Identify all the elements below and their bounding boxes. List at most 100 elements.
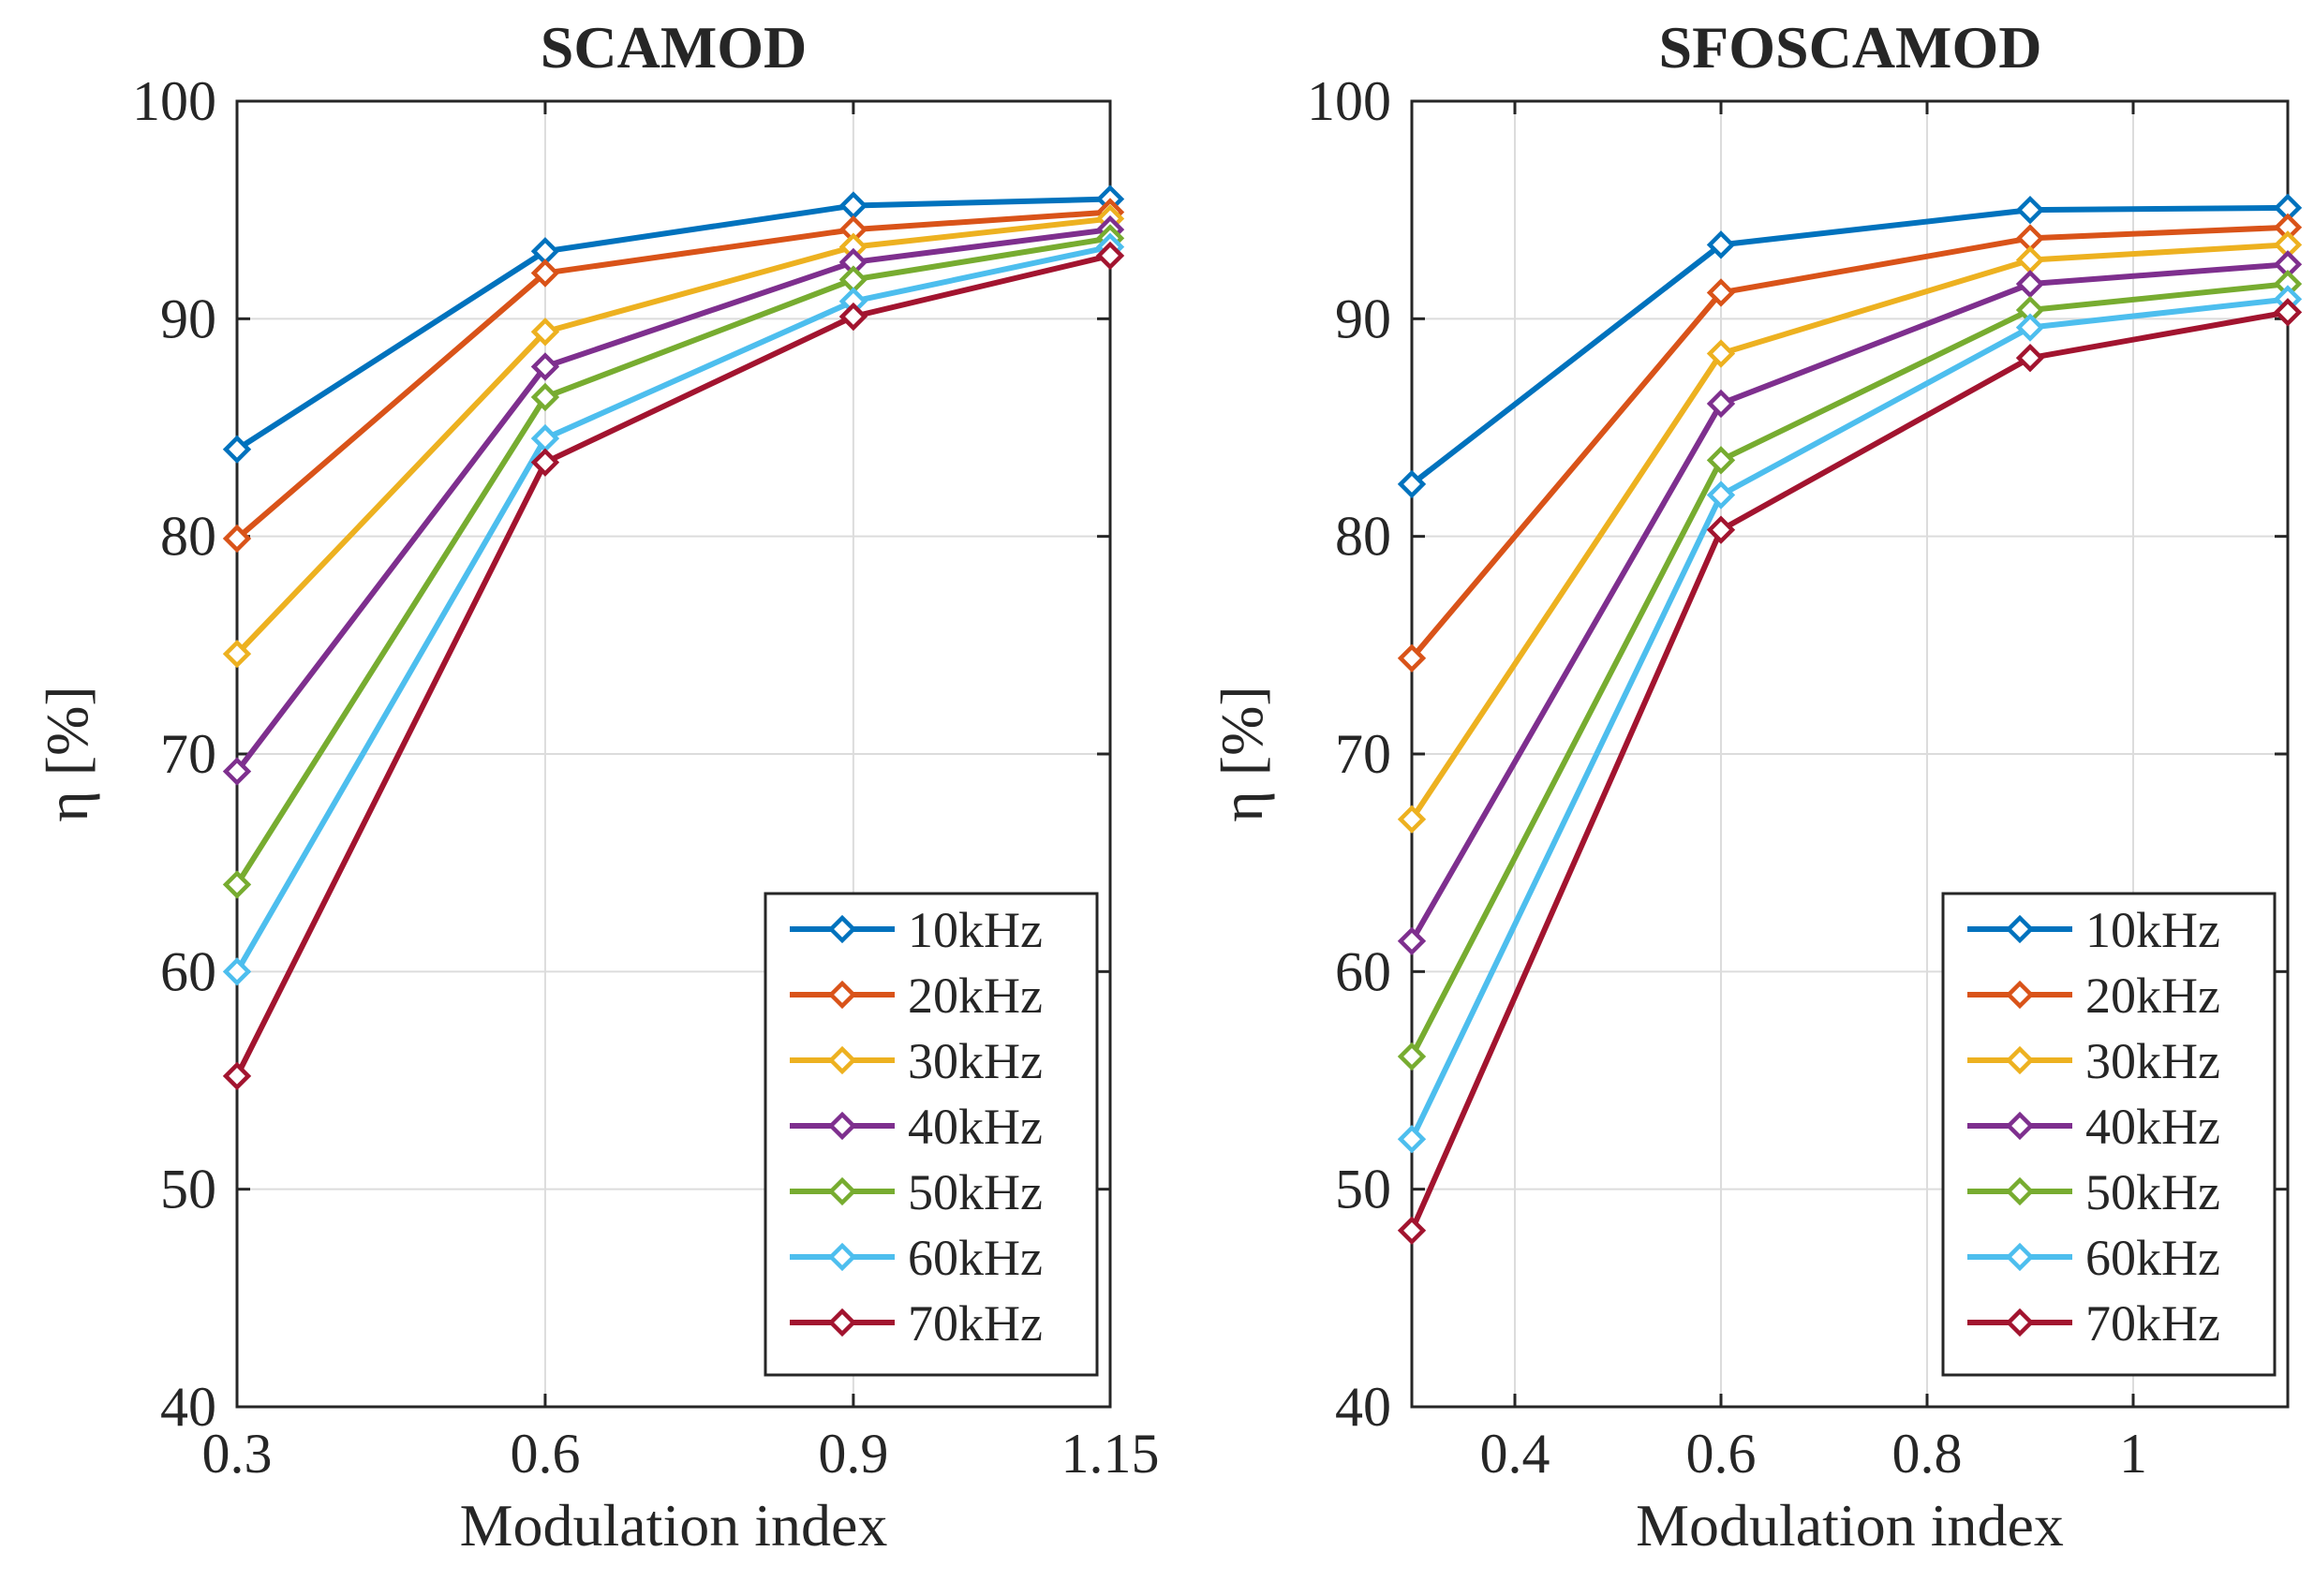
panel-2-legend-marker-10kHz bbox=[2005, 914, 2035, 944]
panel-2-line-10kHz bbox=[1410, 204, 2289, 487]
panel-2-ytick-label-6: 100 bbox=[1307, 70, 1391, 132]
panel-1-ytick-label-6: 100 bbox=[132, 70, 216, 132]
panel-1-series-70kHz bbox=[222, 241, 1125, 1091]
panel-2-point-30kHz-0 bbox=[1397, 805, 1427, 834]
panel-1-point-30kHz-0 bbox=[222, 639, 252, 669]
panel-1-xtick-label-2: 0.9 bbox=[818, 1423, 888, 1485]
panel-1-legend-label-70kHz: 70kHz bbox=[908, 1295, 1043, 1352]
panel-1-point-20kHz-1 bbox=[530, 259, 560, 288]
panel-2-line-70kHz bbox=[1409, 309, 2289, 1233]
panel-2-legend-label-50kHz: 50kHz bbox=[2085, 1164, 2220, 1220]
panel-2-series-20kHz bbox=[1397, 213, 2303, 672]
panel-1-point-60kHz-0 bbox=[222, 957, 252, 986]
panel-1-legend-marker-20kHz bbox=[827, 980, 857, 1010]
panel-1-line-40kHz bbox=[234, 227, 1111, 774]
panel-2-point-60kHz-0 bbox=[1397, 1125, 1427, 1154]
panel-1-xlabel: Modulation index bbox=[460, 1492, 888, 1559]
panel-2-ytick-label-5: 90 bbox=[1335, 288, 1391, 349]
panel-2-legend-marker-30kHz bbox=[2005, 1045, 2035, 1075]
panel-2-legend-marker-20kHz bbox=[2005, 980, 2035, 1010]
panel-2-point-50kHz-1 bbox=[1706, 446, 1736, 475]
panel-2-series-50kHz bbox=[1397, 269, 2303, 1071]
panel-1-point-50kHz-0 bbox=[222, 870, 252, 899]
panel-1-line-30kHz bbox=[234, 215, 1111, 657]
panel-1-legend-label-60kHz: 60kHz bbox=[908, 1230, 1043, 1286]
panel-2-ytick-label-4: 80 bbox=[1335, 506, 1391, 568]
panel-2-legend-box bbox=[1941, 892, 2277, 1377]
panel-1-legend: 10kHz 20kHz 30kHz 40kHz 50kHz 60kHz 70kHz bbox=[764, 892, 1099, 1377]
panel-1-legend-label-50kHz: 50kHz bbox=[908, 1164, 1043, 1220]
panel-1-ytick-label-5: 90 bbox=[160, 288, 216, 349]
panel-2-legend-label-20kHz: 20kHz bbox=[2085, 968, 2220, 1024]
panel-1-point-30kHz-1 bbox=[530, 318, 560, 347]
panel-2-legend-label-70kHz: 70kHz bbox=[2085, 1295, 2220, 1352]
panel-2-legend-label-10kHz: 10kHz bbox=[2085, 902, 2220, 958]
panel-1-legend-marker-30kHz bbox=[827, 1045, 857, 1075]
panel-2-ytick-label-0: 40 bbox=[1335, 1376, 1391, 1438]
panel-2-xtick-label-1: 0.6 bbox=[1686, 1423, 1757, 1485]
panel-1-legend-label-10kHz: 10kHz bbox=[908, 902, 1043, 958]
panel-1-line-70kHz bbox=[234, 253, 1111, 1078]
panel-1-title: SCAMOD bbox=[541, 14, 807, 81]
panel-1-legend-marker-40kHz bbox=[827, 1111, 857, 1141]
panel-2-point-40kHz-0 bbox=[1397, 926, 1427, 955]
panel-1-legend-label-40kHz: 40kHz bbox=[908, 1099, 1043, 1155]
panel-1-xtick-label-1: 0.6 bbox=[510, 1423, 580, 1485]
panel-2-series-10kHz bbox=[1397, 193, 2303, 499]
panel-1-series-30kHz bbox=[222, 204, 1125, 669]
panel-1-series-60kHz bbox=[222, 232, 1125, 986]
panel-2-legend-label-30kHz: 30kHz bbox=[2085, 1033, 2220, 1089]
panel-1-point-20kHz-0 bbox=[222, 524, 252, 554]
panel-2-legend-marker-60kHz bbox=[2005, 1242, 2035, 1272]
panel-2-line-60kHz bbox=[1409, 296, 2289, 1141]
panel-1-legend-marker-70kHz bbox=[827, 1308, 857, 1337]
panel-1-point-50kHz-1 bbox=[530, 382, 560, 412]
panel-1-point-40kHz-0 bbox=[222, 757, 252, 786]
panel-2-ytick-label-1: 50 bbox=[1335, 1159, 1391, 1220]
panel-2-line-50kHz bbox=[1409, 281, 2289, 1058]
panel-2-point-10kHz-1 bbox=[1706, 230, 1736, 259]
panel-2-series-70kHz bbox=[1397, 298, 2303, 1245]
panel-1-legend-marker-50kHz bbox=[827, 1176, 857, 1206]
panel-2-xtick-label-0: 0.4 bbox=[1480, 1423, 1550, 1485]
panel-1-point-70kHz-3 bbox=[1095, 241, 1125, 271]
panel-2-legend-marker-40kHz bbox=[2005, 1111, 2035, 1141]
panel-2-legend: 10kHz 20kHz 30kHz 40kHz 50kHz 60kHz 70kHz bbox=[1941, 892, 2277, 1377]
panel-2-legend-label-40kHz: 40kHz bbox=[2085, 1099, 2220, 1155]
panel-2-series-30kHz bbox=[1397, 230, 2303, 834]
panel-1-legend-box bbox=[764, 892, 1099, 1377]
panel-1-line-60kHz bbox=[234, 244, 1111, 973]
panel-2-point-40kHz-1 bbox=[1706, 389, 1736, 419]
panel-2-ylabel: η [%] bbox=[1209, 686, 1275, 821]
panel-2-xtick-label-3: 1 bbox=[2119, 1423, 2147, 1485]
panel-1-ylabel: η [%] bbox=[34, 686, 100, 821]
panel-2-xlabel: Modulation index bbox=[1636, 1492, 2064, 1559]
panel-1-line-50kHz bbox=[234, 235, 1111, 887]
panel-2-point-70kHz-0 bbox=[1397, 1216, 1427, 1245]
panel-2-title: SFOSCAMOD bbox=[1659, 14, 2042, 81]
panel-1-legend-label-20kHz: 20kHz bbox=[908, 968, 1043, 1024]
panel-1-line-10kHz bbox=[235, 196, 1111, 452]
panel-2-point-70kHz-2 bbox=[2015, 343, 2045, 373]
panel-2-line-30kHz bbox=[1409, 242, 2289, 821]
panel-2-point-30kHz-1 bbox=[1706, 339, 1736, 368]
panel-2-xtick-label-2: 0.8 bbox=[1892, 1423, 1963, 1485]
panel-2-legend-marker-50kHz bbox=[2005, 1176, 2035, 1206]
panel-2-point-60kHz-1 bbox=[1706, 480, 1736, 510]
panel-2-point-60kHz-2 bbox=[2015, 313, 2045, 342]
panel-1-point-70kHz-1 bbox=[530, 448, 560, 477]
panel-1-line-20kHz bbox=[235, 209, 1111, 541]
panel-2-point-20kHz-1 bbox=[1706, 278, 1736, 307]
panel-1-ytick-label-0: 40 bbox=[160, 1376, 216, 1438]
panel-1-legend-marker-60kHz bbox=[827, 1242, 857, 1272]
panel-1-point-10kHz-0 bbox=[222, 435, 252, 464]
panel-2-point-70kHz-1 bbox=[1706, 515, 1736, 544]
panel-2-line-20kHz bbox=[1409, 224, 2289, 660]
panel-1-legend-label-30kHz: 30kHz bbox=[908, 1033, 1043, 1089]
panel-1-ytick-label-2: 60 bbox=[160, 940, 216, 1002]
panel-2-point-10kHz-2 bbox=[2015, 195, 2045, 225]
panel-2-legend-label-60kHz: 60kHz bbox=[2085, 1230, 2220, 1286]
panel-1: 0.3 0.6 0.9 1.15 40 50 60 70 80 90 100 SCAMOD Modula… bbox=[34, 14, 1160, 1559]
panel-1-ytick-label-1: 50 bbox=[160, 1159, 216, 1220]
